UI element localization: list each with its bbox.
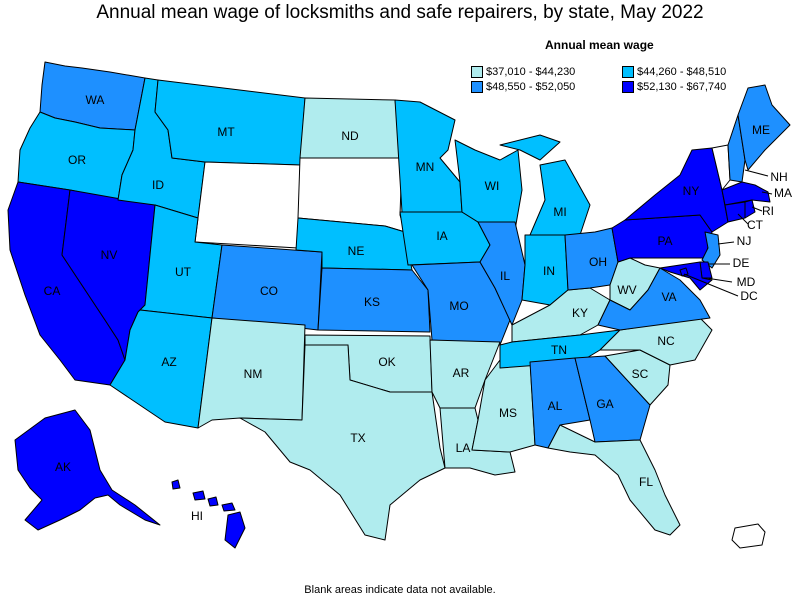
state-label-ar: AR <box>453 366 470 380</box>
state-label-wa: WA <box>86 93 105 107</box>
legend-swatch <box>471 66 483 78</box>
legend-item-tier-4: $52,130 - $67,740 <box>622 81 726 93</box>
state-label-wi: WI <box>485 179 500 193</box>
state-label-in: IN <box>543 264 555 278</box>
legend-swatch <box>471 81 483 93</box>
state-label-sc: SC <box>632 367 649 381</box>
state-label-ks: KS <box>364 295 380 309</box>
state-dc[interactable] <box>679 267 689 277</box>
legend-swatch <box>622 81 634 93</box>
state-sc[interactable] <box>604 349 671 406</box>
legend-label: $48,550 - $52,050 <box>486 81 576 93</box>
legend-label: $37,010 - $44,230 <box>486 66 576 78</box>
legend-swatch <box>622 66 634 78</box>
state-label-ak: AK <box>55 460 71 474</box>
legend-item-tier-2: $44,260 - $48,510 <box>622 66 726 78</box>
state-label-va: VA <box>661 290 676 304</box>
state-ct[interactable] <box>724 201 746 223</box>
state-mn[interactable] <box>394 99 463 213</box>
state-label-hi: HI <box>191 509 203 523</box>
state-nh[interactable] <box>727 114 746 183</box>
state-label-mi: MI <box>553 205 566 219</box>
state-fl[interactable] <box>547 424 681 536</box>
state-label-az: AZ <box>161 355 176 369</box>
state-label-ri: RI <box>762 204 774 218</box>
state-me[interactable] <box>737 84 791 171</box>
state-label-de: DE <box>733 256 750 270</box>
state-nj[interactable] <box>701 231 721 269</box>
state-label-pa: PA <box>657 234 672 248</box>
label-leader-lines <box>683 169 773 297</box>
state-label-ut: UT <box>175 265 192 279</box>
state-label-ky: KY <box>572 306 588 320</box>
state-hi[interactable] <box>171 479 246 549</box>
state-md[interactable] <box>659 261 713 291</box>
state-label-mn: MN <box>416 160 435 174</box>
state-label-oh: OH <box>589 255 607 269</box>
state-label-co: CO <box>260 284 278 298</box>
state-va[interactable] <box>597 267 711 331</box>
state-label-id: ID <box>152 178 164 192</box>
state-ak[interactable] <box>14 409 161 531</box>
legend-title: Annual mean wage <box>545 38 654 52</box>
state-label-il: IL <box>500 269 510 283</box>
state-label-nj: NJ <box>737 234 752 248</box>
state-label-fl: FL <box>639 475 653 489</box>
legend-item-tier-1: $37,010 - $44,230 <box>471 66 575 78</box>
state-pr[interactable] <box>731 523 766 549</box>
state-label-dc: DC <box>740 289 758 303</box>
state-nd[interactable] <box>299 97 403 159</box>
state-la[interactable] <box>439 407 516 476</box>
legend-label: $44,260 - $48,510 <box>637 66 727 78</box>
state-wi[interactable] <box>454 139 523 231</box>
state-label-nd: ND <box>341 129 359 143</box>
state-label-la: LA <box>456 441 471 455</box>
state-label-ms: MS <box>499 406 517 420</box>
legend-label: $52,130 - $67,740 <box>637 81 727 93</box>
state-label-nh: NH <box>770 170 787 184</box>
state-tx[interactable] <box>239 344 446 541</box>
state-label-ne: NE <box>348 244 365 258</box>
state-label-mt: MT <box>217 125 235 139</box>
state-label-ny: NY <box>683 184 700 198</box>
state-label-ok: OK <box>378 355 395 369</box>
legend-item-tier-3: $48,550 - $52,050 <box>471 81 575 93</box>
footnote: Blank areas indicate data not available. <box>304 584 496 596</box>
map-title: Annual mean wage of locksmiths and safe … <box>96 2 704 23</box>
state-label-tn: TN <box>551 343 567 357</box>
state-label-wv: WV <box>617 283 636 297</box>
state-label-or: OR <box>68 153 86 167</box>
state-label-ct: CT <box>747 218 764 232</box>
state-label-nm: NM <box>244 367 263 381</box>
state-label-ia: IA <box>436 229 447 243</box>
state-label-nc: NC <box>657 334 675 348</box>
state-label-ga: GA <box>596 397 613 411</box>
state-label-ca: CA <box>44 284 61 298</box>
state-label-tx: TX <box>350 431 365 445</box>
state-label-nv: NV <box>101 248 118 262</box>
state-label-md: MD <box>737 275 756 289</box>
state-label-me: ME <box>752 123 770 137</box>
state-ks[interactable] <box>317 267 431 333</box>
state-ri[interactable] <box>744 199 756 219</box>
state-mt[interactable] <box>154 79 306 166</box>
state-label-al: AL <box>548 399 563 413</box>
state-wy[interactable] <box>194 161 301 249</box>
state-label-ma: MA <box>774 186 792 200</box>
state-label-mo: MO <box>449 299 468 313</box>
